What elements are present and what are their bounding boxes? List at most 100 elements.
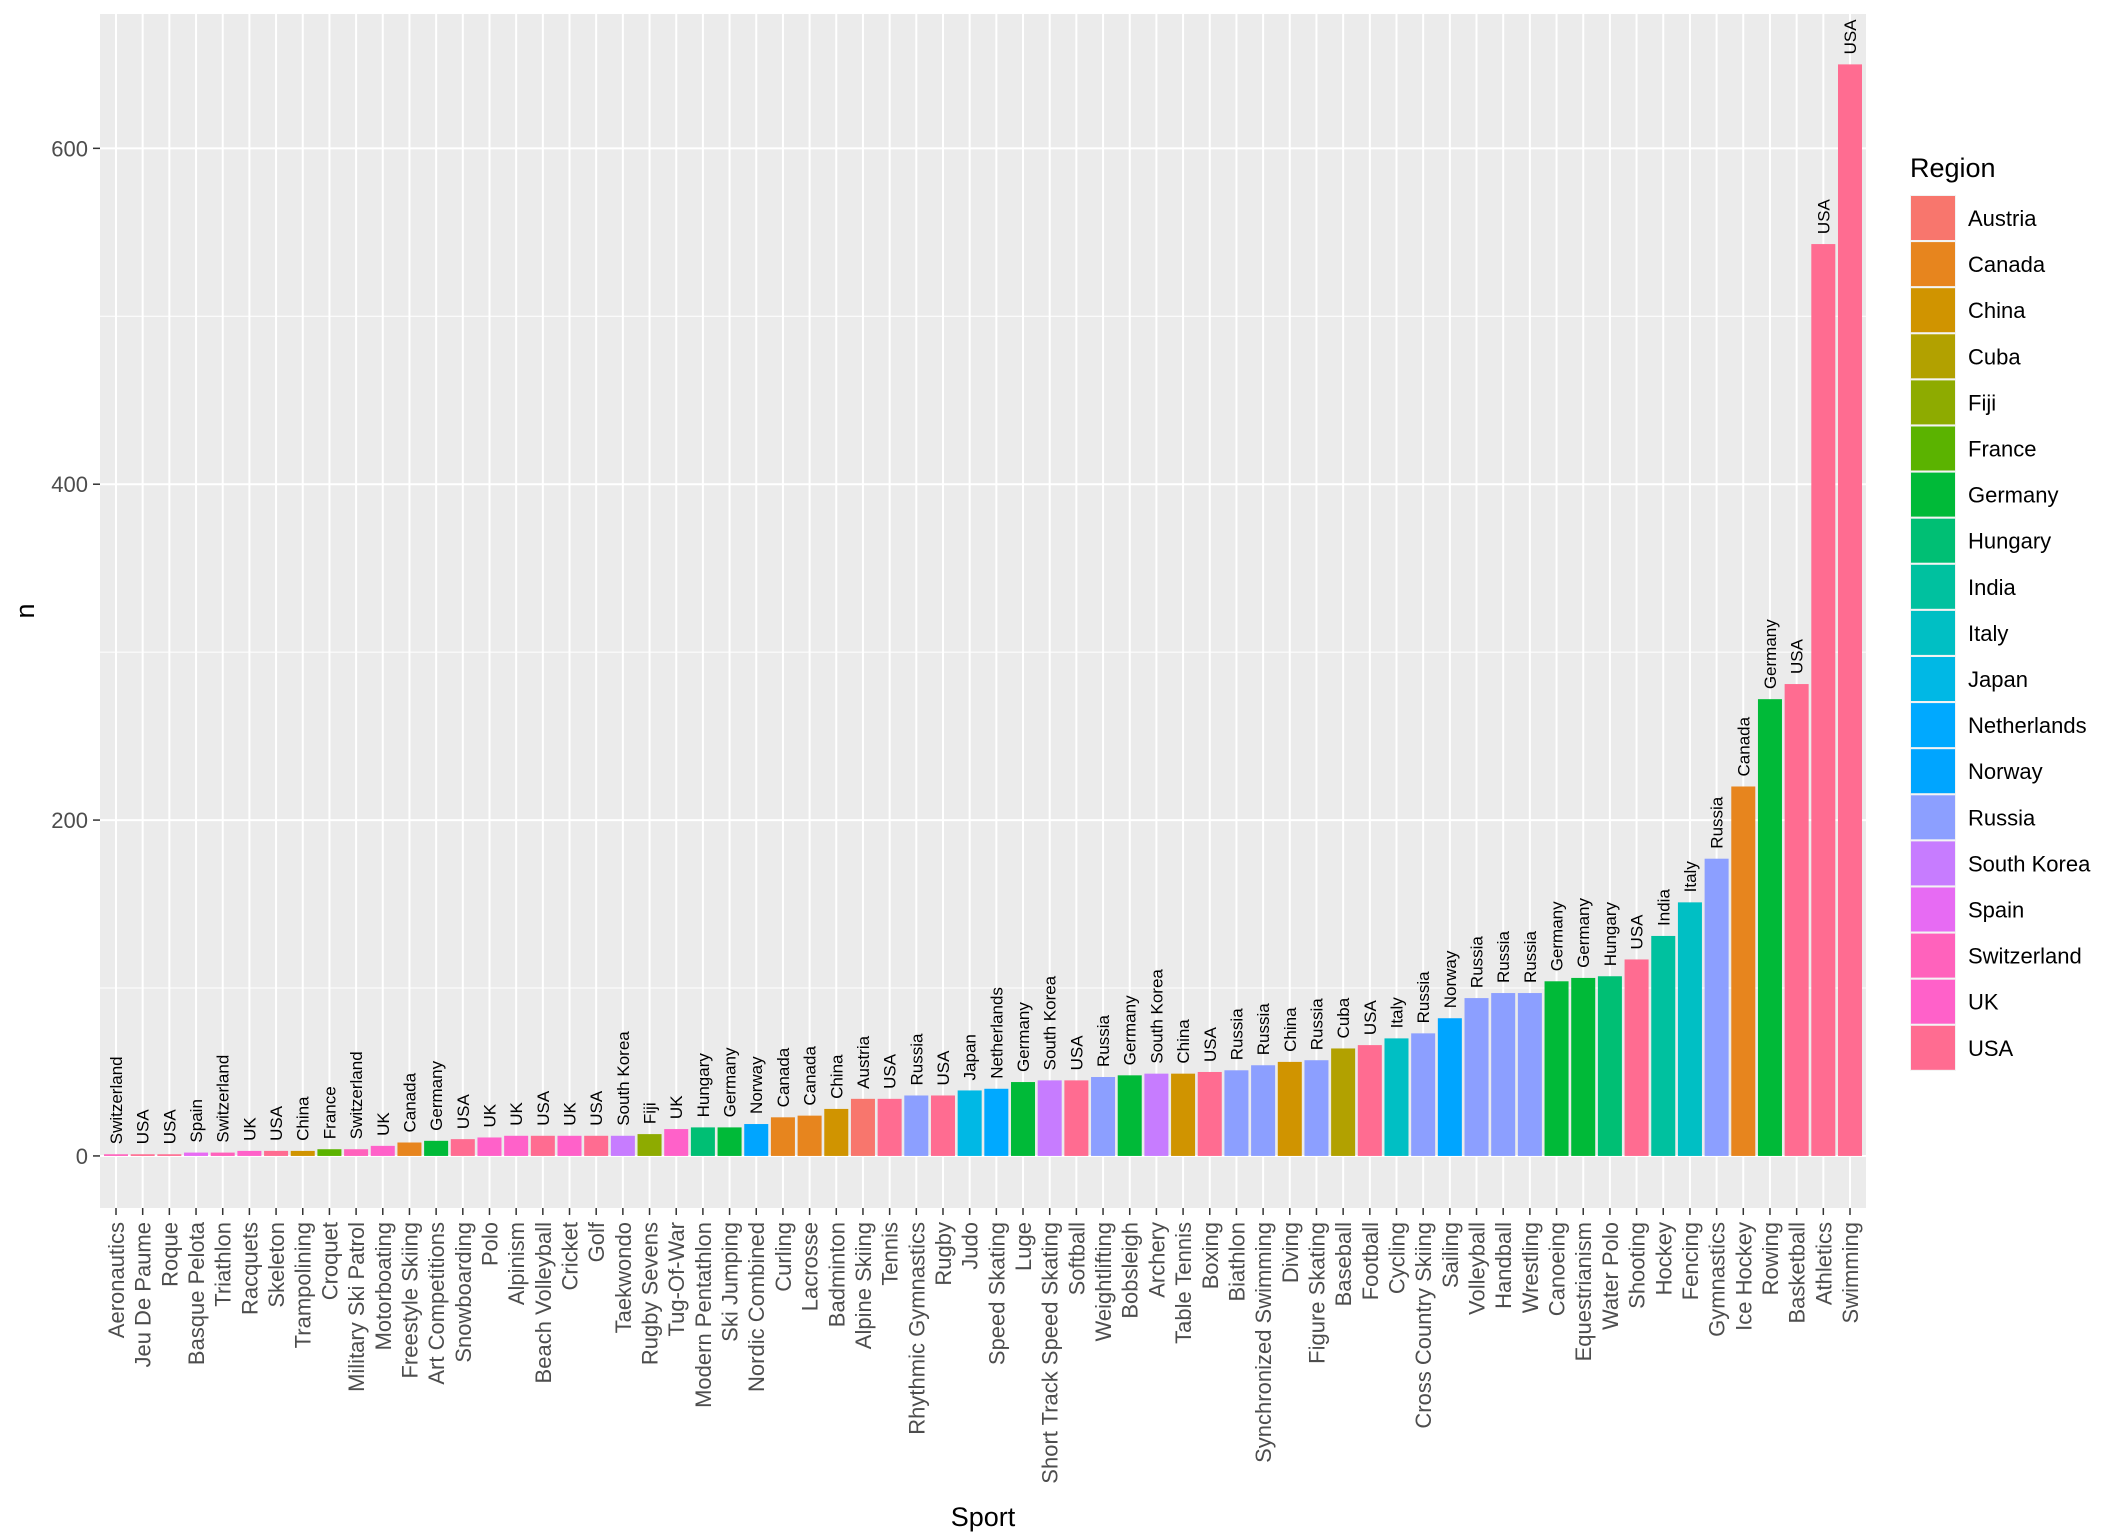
bar-region-label: South Korea [614,1031,633,1126]
bar-region-label: France [320,1086,339,1139]
y-tick-label: 600 [51,136,88,161]
x-tick-label: Hockey [1651,1222,1676,1295]
legend-swatch [1911,1025,1955,1070]
bar [264,1150,289,1156]
bar [1544,981,1569,1156]
bar-region-label: Russia [1254,1003,1273,1056]
x-tick-label: Gymnastics [1705,1222,1730,1337]
bar [1731,786,1756,1156]
bar [1091,1077,1116,1156]
legend-label: Spain [1968,898,2024,923]
bar [1011,1082,1036,1156]
legend-swatch [1911,472,1955,517]
x-tick-label: Cross Country Skiing [1411,1222,1436,1429]
bar-region-label: USA [134,1109,153,1145]
bar [850,1098,875,1156]
x-tick-label: Rugby Sevens [638,1222,663,1365]
x-tick-label: Badminton [824,1222,849,1327]
x-tick-label: Basque Pelota [184,1221,209,1365]
bar [210,1152,235,1156]
bar [1677,902,1702,1156]
bar [1784,684,1809,1156]
legend-label: Fiji [1968,390,1996,415]
bar [1704,858,1729,1156]
bar [1597,976,1622,1156]
bar [424,1140,449,1156]
bar [744,1124,769,1156]
legend-label: Hungary [1968,529,2051,554]
legend-label: India [1968,575,2016,600]
legend-swatch [1911,887,1955,932]
bar [504,1135,529,1156]
legend-label: Austria [1968,206,2037,231]
x-tick-label: Softball [1064,1222,1089,1295]
bar-region-label: Japan [961,1034,980,1080]
y-tick-label: 200 [51,808,88,833]
x-tick-label: Archery [1144,1222,1169,1298]
bar [1837,64,1862,1156]
bar [344,1149,369,1156]
y-tick-label: 0 [76,1144,88,1169]
bar-region-label: Canada [400,1072,419,1132]
bar [1624,959,1649,1156]
bar-region-label: Fiji [641,1102,660,1124]
bar-region-label: South Korea [1147,969,1166,1064]
legend-label: Japan [1968,667,2028,692]
legend-swatch [1911,380,1955,425]
bar-region-label: Netherlands [987,987,1006,1079]
legend-label: Germany [1968,483,2058,508]
bar [1464,998,1489,1156]
bar [1571,977,1596,1156]
bar [477,1137,502,1156]
bar-region-label: Germany [1761,619,1780,689]
legend-label: UK [1968,990,1999,1015]
bar-labels: Switzerland USA USA Spain Switzerland UK USA Ch… [107,19,1860,1144]
bar [1384,1038,1409,1156]
x-tick-label: Jeu De Paume [131,1222,156,1368]
bar-region-label: Russia [1521,931,1540,984]
x-tick-label: Military Ski Patrol [344,1222,369,1392]
bar-region-label: USA [587,1090,606,1126]
bar-region-label: USA [1841,19,1860,55]
legend-swatch [1911,196,1955,240]
bar [530,1135,555,1156]
bar-region-label: Italy [1387,997,1406,1029]
legend-label: Netherlands [1968,713,2087,738]
x-tick-label: Ice Hockey [1731,1222,1756,1331]
legend-items: Austria Canada China Cuba Fiji France Germany H… [1910,195,2091,1071]
x-tick-label: Rugby [931,1222,956,1286]
bar-region-label: Canada [774,1047,793,1107]
y-axis: 0 200 400 600 [51,136,100,1169]
bar [984,1088,1009,1156]
bar-region-label: USA [934,1050,953,1086]
x-tick-label: Luge [1011,1222,1036,1271]
x-tick-label: Croquet [317,1222,342,1300]
x-tick-label: Baseball [1331,1222,1356,1306]
bar [397,1142,422,1156]
x-tick-label: Diving [1278,1222,1303,1283]
x-tick-label: Judo [958,1222,983,1270]
x-tick-label: Short Track Speed Skating [1038,1222,1063,1484]
x-tick-label: Golf [584,1221,609,1262]
bar [930,1095,955,1156]
bar-region-label: USA [1628,914,1647,950]
bar-region-label: China [827,1054,846,1099]
legend-label: Italy [1968,621,2008,646]
bar [1491,993,1516,1156]
bar-region-label: USA [160,1109,179,1145]
bar-region-label: Norway [747,1056,766,1114]
bar-region-label: China [294,1096,313,1141]
bar-region-label: Russia [1307,998,1326,1051]
x-tick-label: Lacrosse [798,1222,823,1311]
x-tick-label: Rowing [1758,1222,1783,1295]
bar-region-label: Norway [1441,950,1460,1008]
legend-swatch [1911,564,1955,609]
bar [877,1098,902,1156]
bar-region-label: Germany [427,1060,446,1130]
x-tick-label: Trampolining [291,1222,316,1348]
x-tick-label: Equestrianism [1571,1222,1596,1361]
y-tick-label: 400 [51,472,88,497]
bar [370,1145,395,1156]
x-tick-label: Swimming [1838,1222,1863,1323]
